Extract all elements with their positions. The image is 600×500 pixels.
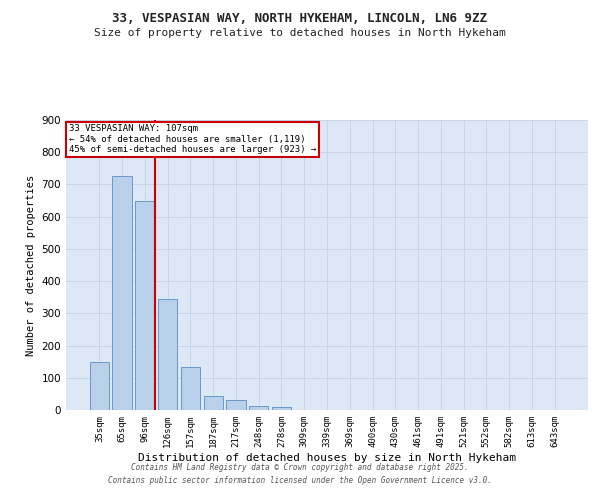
- Bar: [112, 176, 132, 410]
- Bar: [181, 366, 200, 410]
- Bar: [90, 362, 109, 410]
- X-axis label: Distribution of detached houses by size in North Hykeham: Distribution of detached houses by size …: [138, 452, 516, 462]
- Bar: [249, 406, 268, 410]
- Text: Size of property relative to detached houses in North Hykeham: Size of property relative to detached ho…: [94, 28, 506, 38]
- Bar: [226, 400, 245, 410]
- Bar: [135, 201, 155, 410]
- Text: 33 VESPASIAN WAY: 107sqm
← 54% of detached houses are smaller (1,119)
45% of sem: 33 VESPASIAN WAY: 107sqm ← 54% of detach…: [68, 124, 316, 154]
- Bar: [203, 396, 223, 410]
- Bar: [158, 300, 178, 410]
- Text: Contains public sector information licensed under the Open Government Licence v3: Contains public sector information licen…: [108, 476, 492, 485]
- Text: Contains HM Land Registry data © Crown copyright and database right 2025.: Contains HM Land Registry data © Crown c…: [131, 464, 469, 472]
- Text: 33, VESPASIAN WAY, NORTH HYKEHAM, LINCOLN, LN6 9ZZ: 33, VESPASIAN WAY, NORTH HYKEHAM, LINCOL…: [113, 12, 487, 26]
- Bar: [272, 407, 291, 410]
- Y-axis label: Number of detached properties: Number of detached properties: [26, 174, 36, 356]
